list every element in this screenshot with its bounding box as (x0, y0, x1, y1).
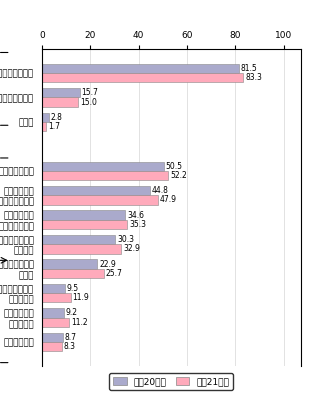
Text: 47.9: 47.9 (160, 196, 177, 204)
Text: 50.5: 50.5 (166, 162, 183, 171)
Text: 30.3: 30.3 (117, 235, 134, 244)
Bar (42, 97, 78, 107)
Text: 44.8: 44.8 (152, 186, 169, 195)
Bar (42, 318, 69, 327)
Bar (42, 73, 243, 82)
Bar (42, 113, 48, 122)
Legend: 平成20年末, 平成21年末: 平成20年末, 平成21年末 (110, 374, 233, 390)
Text: 11.9: 11.9 (72, 293, 89, 302)
Text: 22.9: 22.9 (99, 260, 116, 268)
Bar (42, 195, 158, 205)
Text: 15.7: 15.7 (82, 88, 99, 97)
Bar (42, 122, 46, 131)
Bar (42, 269, 104, 278)
Text: 8.7: 8.7 (65, 333, 77, 342)
Text: 81.5: 81.5 (241, 64, 258, 73)
Text: 34.6: 34.6 (127, 211, 144, 219)
Bar (42, 333, 63, 342)
Text: 8.3: 8.3 (64, 342, 76, 351)
Text: 52.2: 52.2 (170, 171, 187, 180)
Text: 2.8: 2.8 (50, 113, 62, 122)
Bar (42, 171, 168, 180)
Text: 83.3: 83.3 (245, 73, 262, 82)
Text: 25.7: 25.7 (106, 269, 123, 278)
Text: 15.0: 15.0 (80, 98, 97, 106)
Bar (42, 64, 239, 73)
Text: 9.2: 9.2 (66, 309, 78, 317)
Bar (42, 308, 64, 318)
Text: 1.7: 1.7 (48, 122, 60, 131)
Bar (42, 210, 126, 220)
Text: 9.5: 9.5 (67, 284, 79, 293)
Bar (42, 220, 127, 229)
Bar (42, 284, 65, 293)
Bar (42, 186, 150, 195)
Bar (42, 244, 121, 254)
Bar (42, 259, 97, 269)
Bar (42, 342, 62, 351)
Bar (42, 235, 115, 244)
Text: 32.9: 32.9 (123, 245, 140, 254)
Bar (42, 162, 164, 171)
Bar (42, 88, 80, 97)
Text: 35.3: 35.3 (129, 220, 146, 229)
Text: 11.2: 11.2 (71, 318, 88, 327)
Bar (42, 293, 70, 302)
